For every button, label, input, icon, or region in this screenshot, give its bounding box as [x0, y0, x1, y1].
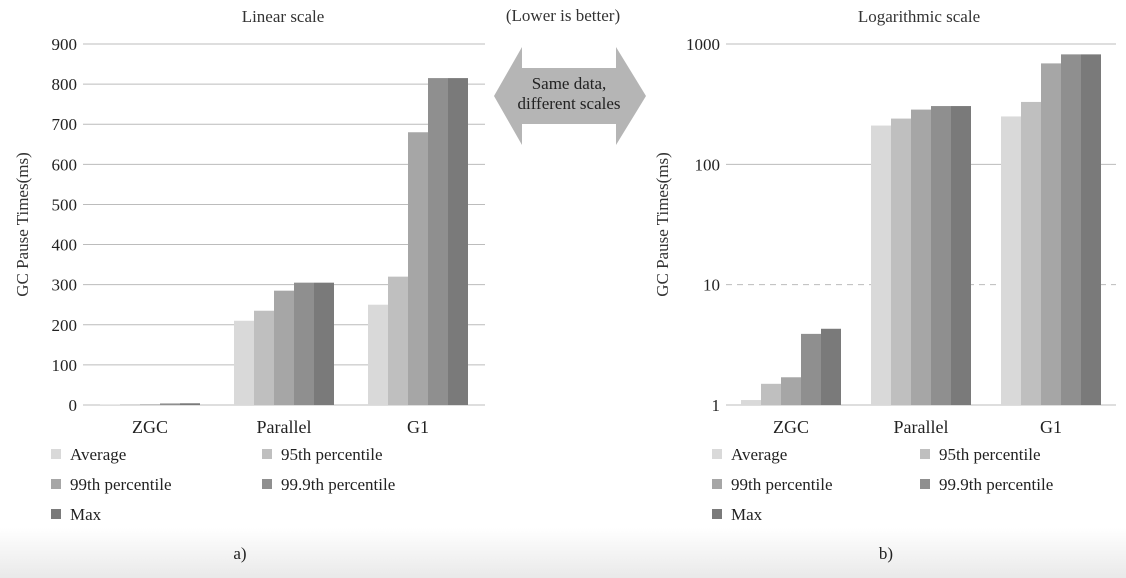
chart-1-legend-swatch	[262, 479, 272, 489]
chart-1-ytick-label: 600	[52, 155, 78, 174]
chart-2-bar-parallel-2	[891, 118, 911, 406]
chart-2-legend-swatch	[712, 479, 722, 489]
chart-1-bar-g1-1	[368, 304, 388, 405]
chart-1-legend-label: Average	[70, 445, 126, 464]
chart-1-ytick-label: 500	[52, 195, 78, 214]
chart-1-legend-label: Max	[70, 505, 102, 524]
chart-1-bar-g1-4	[428, 78, 448, 405]
chart-1-xtick-label: ZGC	[132, 417, 168, 437]
bottom-fade	[0, 528, 1126, 578]
chart-2-bar-zgc-4	[801, 333, 821, 405]
chart-2-legend-label: 99.9th percentile	[939, 475, 1053, 494]
chart-1-ytick-label: 400	[52, 236, 78, 255]
chart-2-ytick-label: 1	[712, 396, 721, 415]
chart-1-legend-label: 99th percentile	[70, 475, 172, 494]
chart-1-bar-zgc-5	[180, 403, 200, 405]
chart-2-xtick-label: ZGC	[773, 417, 809, 437]
chart-1-bar-parallel-5	[314, 282, 334, 405]
chart-2-bar-parallel-3	[911, 109, 931, 405]
chart-2-ytick-label: 10	[703, 276, 720, 295]
chart-1-xtick-label: G1	[407, 417, 429, 437]
chart-1-legend-swatch	[51, 509, 61, 519]
chart-1-title: Linear scale	[242, 7, 325, 26]
chart-2-xtick-label: Parallel	[894, 417, 949, 437]
chart-2-caption: b)	[879, 544, 893, 563]
double-arrow-icon	[494, 47, 646, 145]
chart-1-ytick-label: 800	[52, 75, 78, 94]
chart-1-ytick-label: 200	[52, 316, 78, 335]
chart-2-legend-label: Average	[731, 445, 787, 464]
chart-2-ytick-label: 100	[695, 155, 721, 174]
chart-1-ytick-label: 0	[69, 396, 78, 415]
chart-2-bar-zgc-2	[761, 383, 781, 405]
chart-2-bar-zgc-5	[821, 328, 841, 405]
chart-2-legend-swatch	[712, 449, 722, 459]
chart-2-ylabel: GC Pause Times(ms)	[653, 152, 672, 297]
lower-is-better-note: (Lower is better)	[505, 6, 621, 25]
chart-1-bar-zgc-4	[160, 403, 180, 405]
chart-2-legend-swatch	[920, 449, 930, 459]
chart-1-ytick-label: 900	[52, 35, 78, 54]
chart-1-ytick-label: 100	[52, 356, 78, 375]
chart-2-bar-g1-1	[1001, 116, 1021, 406]
chart-1-bar-zgc-3	[140, 404, 160, 405]
chart-2-xtick-label: G1	[1040, 417, 1062, 437]
arrow-label-line2: different scales	[517, 94, 620, 113]
chart-2-bar-parallel-5	[951, 106, 971, 406]
chart-1-bar-zgc-2	[120, 404, 140, 405]
chart-1-bar-g1-5	[448, 78, 468, 405]
chart-2-legend-label: 99th percentile	[731, 475, 833, 494]
chart-1-bar-parallel-2	[254, 310, 274, 405]
chart-2-legend-swatch	[712, 509, 722, 519]
chart-2-bar-g1-4	[1061, 54, 1081, 406]
arrow-label-line1: Same data,	[532, 74, 607, 93]
chart-2-bar-g1-2	[1021, 101, 1041, 406]
chart-1-bar-parallel-1	[234, 320, 254, 405]
chart-2-legend-label: 95th percentile	[939, 445, 1041, 464]
chart-2-bar-g1-3	[1041, 63, 1061, 406]
chart-2-legend-swatch	[920, 479, 930, 489]
chart-1-legend-swatch	[262, 449, 272, 459]
chart-1-bar-g1-3	[408, 132, 428, 405]
chart-1-ytick-label: 300	[52, 276, 78, 295]
chart-2-legend-label: Max	[731, 505, 763, 524]
chart-2-bar-zgc-1	[741, 400, 761, 405]
chart-2-title: Logarithmic scale	[858, 7, 980, 26]
chart-2-bar-parallel-1	[871, 125, 891, 406]
chart-1-legend-swatch	[51, 479, 61, 489]
chart-2-bar-parallel-4	[931, 106, 951, 406]
chart-2-bar-g1-5	[1081, 54, 1101, 406]
chart-1-legend-swatch	[51, 449, 61, 459]
chart-1-bar-parallel-4	[294, 282, 314, 405]
chart-2-ytick-label: 1000	[686, 35, 720, 54]
chart-1-ytick-label: 700	[52, 115, 78, 134]
chart-1-caption: a)	[233, 544, 246, 563]
chart-1-ylabel: GC Pause Times(ms)	[13, 152, 32, 297]
chart-1-legend-label: 95th percentile	[281, 445, 383, 464]
chart-1-bar-parallel-3	[274, 290, 294, 405]
chart-1-legend-label: 99.9th percentile	[281, 475, 395, 494]
chart-2-bar-zgc-3	[781, 377, 801, 405]
chart-1-bar-g1-2	[388, 276, 408, 405]
chart-1-xtick-label: Parallel	[257, 417, 312, 437]
